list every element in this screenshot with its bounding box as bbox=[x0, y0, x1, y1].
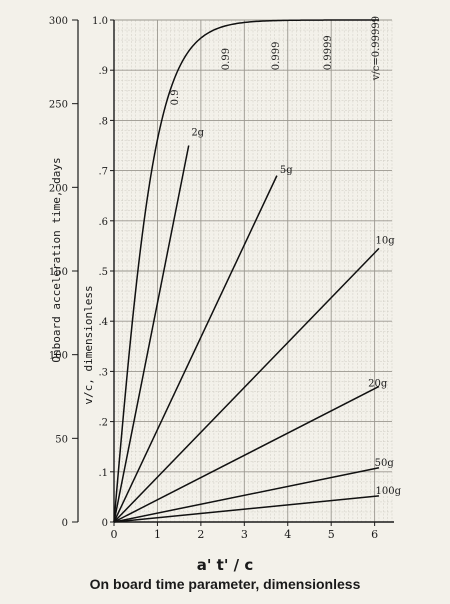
series-100g bbox=[113, 495, 380, 523]
days-tick-label: 250 bbox=[49, 100, 68, 111]
vc-tick-label: .8 bbox=[98, 116, 108, 127]
right-axis-title: v/c, dimensionless bbox=[82, 285, 95, 404]
series-label: 2g bbox=[191, 127, 204, 138]
series-label: 10g bbox=[375, 235, 395, 246]
series-2g bbox=[113, 145, 190, 523]
x-tick-label: 0 bbox=[111, 528, 118, 541]
series-10g bbox=[113, 247, 380, 523]
vc-tick-label: .5 bbox=[98, 267, 108, 278]
x-tick-label: 2 bbox=[197, 528, 204, 541]
velocity-label: 0.9999 bbox=[323, 35, 334, 70]
series-label: 50g bbox=[375, 458, 395, 469]
left-axis-title: Onboard acceleration time, days bbox=[50, 157, 63, 362]
velocity-label: 0.999 bbox=[271, 42, 282, 71]
vc-tick-label: .3 bbox=[98, 367, 108, 378]
vc-tick-label: .4 bbox=[98, 317, 108, 328]
vc-tick-label: 1.0 bbox=[92, 16, 108, 27]
series-50g bbox=[113, 467, 380, 523]
x-axis-subtitle: On board time parameter, dimensionless bbox=[89, 576, 361, 592]
velocity-label: 0.99 bbox=[221, 48, 232, 70]
velocity-label: 0.9 bbox=[170, 89, 181, 105]
x-tick-label: 3 bbox=[241, 528, 248, 541]
days-tick-label: 0 bbox=[62, 518, 68, 529]
days-tick-label: 200 bbox=[49, 183, 68, 194]
minor-grid bbox=[114, 20, 393, 522]
vc-tick-label: .9 bbox=[98, 66, 108, 77]
series-label: 20g bbox=[368, 378, 388, 389]
vc-tick-label: .6 bbox=[98, 217, 108, 228]
days-tick-label: 300 bbox=[49, 16, 68, 27]
series-vc bbox=[113, 19, 379, 523]
tick-labels: 0 1 2 3 4 5 6 0 .1 .2 .3 .4 .5 .6 .7 .8 .9 1.0 0 50 100 150 20… bbox=[49, 16, 402, 541]
vc-tick-label: .2 bbox=[98, 418, 108, 429]
curves bbox=[113, 19, 380, 523]
days-tick-label: 150 bbox=[49, 267, 68, 278]
x-tick-label: 4 bbox=[284, 528, 291, 541]
x-tick-label: 6 bbox=[371, 528, 378, 541]
x-tick-label: 1 bbox=[154, 528, 161, 541]
vc-tick-label: .7 bbox=[98, 167, 108, 178]
vc-tick-label: 0 bbox=[102, 518, 108, 529]
series-20g bbox=[113, 385, 380, 523]
vc-tick-label: .1 bbox=[98, 468, 108, 479]
velocity-label: v/c=0.99999 bbox=[371, 16, 382, 81]
days-tick-label: 50 bbox=[55, 434, 68, 445]
series-5g bbox=[113, 175, 278, 523]
series-label: 100g bbox=[375, 486, 401, 497]
x-axis-title: a' t' / c bbox=[196, 556, 254, 574]
series-label: 5g bbox=[280, 165, 293, 176]
days-tick-label: 100 bbox=[49, 351, 68, 362]
x-tick-label: 5 bbox=[328, 528, 335, 541]
axes bbox=[72, 19, 394, 526]
